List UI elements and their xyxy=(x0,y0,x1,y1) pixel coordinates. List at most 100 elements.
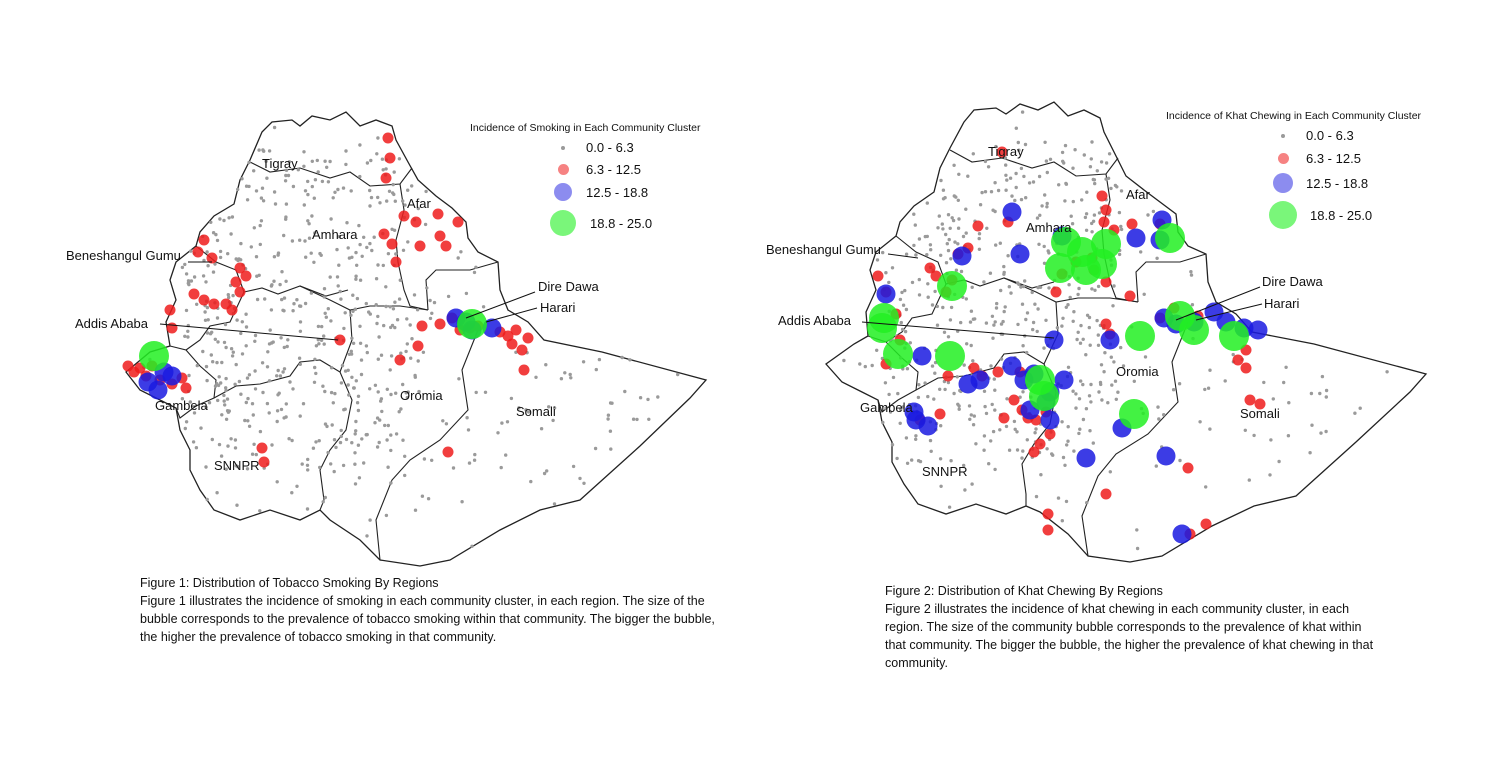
cluster-dot xyxy=(1097,211,1102,215)
cluster-dot xyxy=(914,437,918,441)
cluster-dot xyxy=(239,331,243,336)
cluster-dot xyxy=(222,393,226,398)
cluster-bubble-high xyxy=(1044,330,1064,350)
cluster-bubble-high xyxy=(482,318,502,338)
label-beneshangul: Beneshangul Gumu xyxy=(766,242,881,257)
boundary-oromia-somali xyxy=(375,329,479,561)
cluster-dot xyxy=(912,243,916,248)
cluster-dot xyxy=(628,358,632,362)
leader-dire-dawa xyxy=(1175,286,1261,321)
cluster-dot xyxy=(349,189,353,193)
cluster-bubble-mid xyxy=(996,146,1008,158)
cluster-dot xyxy=(388,368,392,372)
cluster-dot xyxy=(910,458,914,462)
legend-swatch-top xyxy=(1269,201,1297,229)
cluster-dot xyxy=(1358,406,1362,410)
figure-1: Tigray Afar Amhara Beneshangul Gumu Dire… xyxy=(66,111,715,644)
cluster-dot xyxy=(1012,419,1017,424)
cluster-dot xyxy=(1046,249,1050,253)
cluster-dot xyxy=(399,351,403,355)
cluster-dot xyxy=(349,349,353,353)
cluster-dot xyxy=(1231,352,1235,357)
cluster-dot xyxy=(368,241,372,246)
cluster-dot xyxy=(403,203,407,207)
cluster-dot xyxy=(425,286,429,290)
cluster-bubble-mid xyxy=(998,412,1010,424)
cluster-dot xyxy=(406,188,410,192)
cluster-dot xyxy=(180,265,185,270)
cluster-bubble-mid xyxy=(1182,462,1194,474)
cluster-dot xyxy=(291,184,296,189)
cluster-dot xyxy=(1071,389,1075,393)
cluster-bubble-mid xyxy=(442,446,454,458)
cluster-dot xyxy=(240,352,245,356)
cluster-dot xyxy=(551,418,555,423)
cluster-dot xyxy=(302,164,306,168)
cluster-dot xyxy=(223,403,227,407)
cluster-dot xyxy=(188,400,192,404)
cluster-dot xyxy=(1033,431,1037,435)
cluster-dot xyxy=(239,241,243,246)
label-oromia: Oromia xyxy=(1116,364,1159,379)
cluster-dot xyxy=(944,261,949,265)
cluster-dot xyxy=(329,390,334,395)
cluster-dot xyxy=(1113,183,1118,188)
cluster-dot xyxy=(343,369,348,373)
label-afar: Afar xyxy=(1126,187,1151,202)
cluster-dot xyxy=(286,173,291,178)
cluster-dot xyxy=(1013,427,1017,431)
cluster-dot xyxy=(245,198,250,202)
cluster-dot xyxy=(304,255,308,259)
cluster-dot xyxy=(1017,148,1021,152)
cluster-dot xyxy=(949,305,954,310)
cluster-dot xyxy=(341,186,346,190)
cluster-dot xyxy=(265,176,269,180)
cluster-bubble-mid xyxy=(378,228,390,240)
cluster-dot xyxy=(985,226,989,230)
cluster-dot xyxy=(267,411,271,415)
cluster-dot xyxy=(389,448,393,453)
cluster-dot xyxy=(1268,473,1272,477)
cluster-dot xyxy=(472,458,477,462)
cluster-dot xyxy=(610,401,614,405)
legend-item-high: 12.5 - 18.8 xyxy=(550,183,648,201)
legend-label: 0.0 - 6.3 xyxy=(1306,128,1354,143)
cluster-dot xyxy=(368,518,372,522)
cluster-dot xyxy=(1146,213,1150,217)
cluster-dot xyxy=(314,371,318,376)
cluster-bubble-top xyxy=(1219,321,1249,351)
cluster-dot xyxy=(381,263,385,268)
cluster-dot xyxy=(1177,382,1182,386)
cluster-dot xyxy=(329,366,334,370)
label-addis-ababa: Addis Ababa xyxy=(75,316,149,331)
cluster-dot xyxy=(258,509,262,513)
cluster-dot xyxy=(247,184,251,189)
legend-item-low: 0.0 - 6.3 xyxy=(1270,128,1354,143)
cluster-dot xyxy=(1064,305,1068,309)
cluster-dot xyxy=(459,250,463,254)
cluster-dot xyxy=(215,316,220,320)
cluster-dot xyxy=(910,280,915,285)
boundary-amhara-oromia xyxy=(1003,277,1139,303)
cluster-dot xyxy=(405,395,409,400)
cluster-dot xyxy=(322,342,326,346)
cluster-dot xyxy=(401,248,406,252)
cluster-dot xyxy=(205,305,210,310)
cluster-bubble-mid xyxy=(434,318,446,330)
cluster-dot xyxy=(247,160,251,165)
cluster-dot xyxy=(310,214,314,218)
cluster-dot xyxy=(305,463,310,467)
cluster-dot xyxy=(983,404,987,409)
cluster-bubble-mid xyxy=(1034,438,1046,450)
cluster-dot xyxy=(264,159,268,163)
cluster-dot xyxy=(251,413,255,417)
cluster-dot xyxy=(260,361,265,365)
cluster-dot xyxy=(189,249,193,253)
caption-body: Figure 2 illustrates the incidence of kh… xyxy=(885,602,1374,670)
low-incidence-dots xyxy=(842,110,1389,551)
cluster-dot xyxy=(413,508,418,512)
cluster-dot xyxy=(314,440,318,444)
cluster-dot xyxy=(306,219,310,223)
cluster-dot xyxy=(397,410,401,414)
cluster-dot xyxy=(253,333,258,338)
